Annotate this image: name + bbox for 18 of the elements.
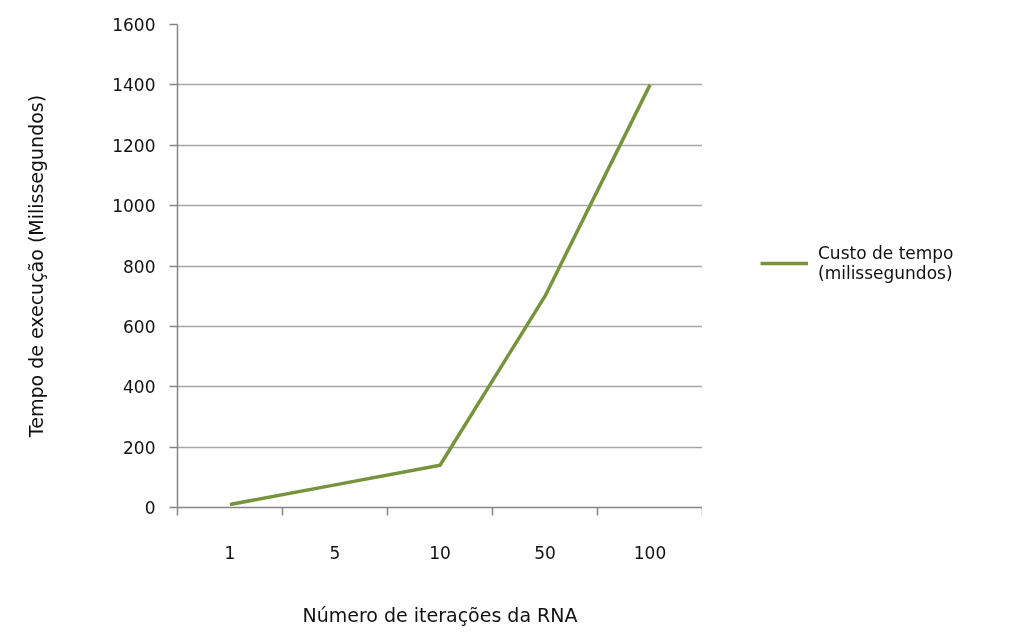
x-tick-label: 50	[534, 542, 556, 563]
x-axis-title: Número de iterações da RNA	[302, 603, 578, 626]
x-tick-label: 10	[429, 542, 451, 563]
legend-label: Custo de tempo (milissegundos)	[818, 242, 954, 283]
x-tick-label: 100	[633, 542, 667, 563]
y-tick-label: 1200	[112, 135, 156, 156]
y-tick-label: 200	[123, 437, 156, 458]
y-tick-label: 1400	[112, 75, 156, 96]
y-tick-label: 1600	[112, 15, 156, 35]
x-tick-label: 1	[224, 542, 236, 563]
y-tick-label: 0	[144, 498, 156, 518]
line-series	[228, 83, 652, 507]
x-tick-label: 5	[329, 542, 341, 563]
y-tick-label: 400	[123, 377, 156, 398]
y-tick-label: 600	[123, 316, 156, 337]
y-tick-label: 1000	[112, 196, 156, 217]
y-tick-label: 800	[123, 256, 156, 277]
y-axis-title: Tempo de execução (Milissegundos)	[25, 94, 48, 439]
